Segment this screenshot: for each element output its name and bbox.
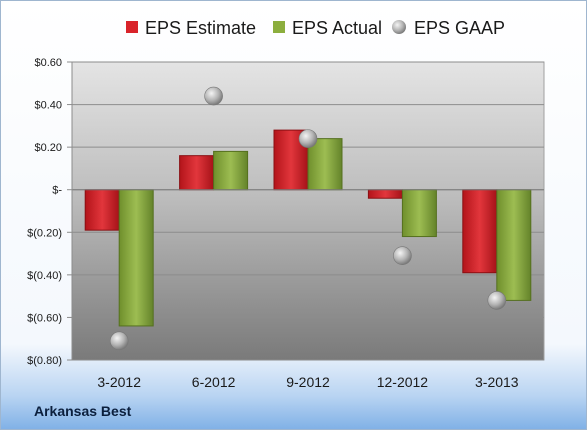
- x-tick-label: 9-2012: [286, 374, 330, 390]
- company-label: Arkansas Best: [34, 403, 132, 419]
- legend-label-eps-gaap: EPS GAAP: [414, 18, 505, 38]
- bar-eps-estimate-12-2012: [367, 189, 403, 199]
- bar-eps-actual-3-2013: [496, 189, 532, 301]
- x-tick-label: 3-2012: [97, 374, 141, 390]
- point-eps-gaap-6-2012: [204, 86, 223, 106]
- legend: EPS Estimate EPS Actual EPS GAAP: [126, 18, 505, 38]
- legend-label-eps-actual: EPS Actual: [292, 18, 382, 38]
- y-tick-label: $(0.60): [27, 312, 62, 324]
- bars: [84, 129, 532, 327]
- y-tick-label: $0.40: [34, 100, 62, 112]
- gaap-points: [109, 86, 507, 351]
- point-eps-gaap-9-2012: [298, 129, 318, 148]
- y-tick-label: $(0.80): [27, 355, 62, 367]
- y-tick-label: $0.20: [34, 142, 62, 154]
- point-eps-gaap-12-2012: [393, 246, 412, 265]
- bar-eps-estimate-6-2012: [179, 155, 215, 191]
- y-tick-label: $-: [52, 185, 62, 197]
- axes: $0.60 $0.40 $0.20 $- $(0.20) $(0.40) $(0.60) $(…: [27, 57, 544, 390]
- legend-label-eps-estimate: EPS Estimate: [145, 18, 256, 38]
- point-eps-gaap-3-2012: [109, 331, 129, 351]
- y-tick-label: $(0.40): [27, 270, 62, 282]
- bar-eps-actual-6-2012: [213, 150, 249, 191]
- point-eps-gaap-3-2013: [487, 291, 507, 310]
- x-tick-label: 6-2012: [192, 374, 236, 390]
- bar-eps-estimate-3-2013: [462, 189, 498, 274]
- x-tick-label: 12-2012: [377, 374, 429, 390]
- x-tick-label: 3-2013: [475, 374, 519, 390]
- bar-eps-actual-3-2012: [118, 189, 154, 327]
- y-tick-label: $(0.20): [27, 227, 62, 239]
- legend-swatch-eps-actual: [273, 21, 285, 33]
- legend-marker-eps-gaap: [392, 20, 406, 34]
- legend-swatch-eps-estimate: [126, 21, 138, 33]
- y-tick-label: $0.60: [34, 57, 62, 69]
- bar-eps-estimate-3-2012: [84, 189, 120, 231]
- bar-eps-actual-12-2012: [401, 189, 437, 238]
- bar-eps-actual-9-2012: [307, 138, 343, 191]
